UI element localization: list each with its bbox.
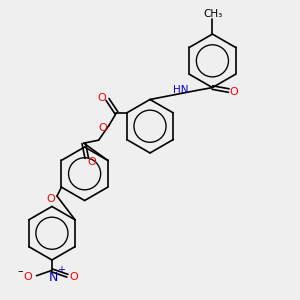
Text: O: O xyxy=(230,87,239,97)
Text: O: O xyxy=(46,194,55,204)
Text: O: O xyxy=(24,272,32,282)
Text: –: – xyxy=(17,266,23,276)
Text: N: N xyxy=(49,271,58,284)
Text: O: O xyxy=(88,157,96,167)
Text: HN: HN xyxy=(173,85,189,95)
Text: O: O xyxy=(70,272,78,282)
Text: O: O xyxy=(98,92,106,103)
Text: +: + xyxy=(57,266,65,275)
Text: CH₃: CH₃ xyxy=(203,9,223,19)
Text: O: O xyxy=(99,123,107,133)
